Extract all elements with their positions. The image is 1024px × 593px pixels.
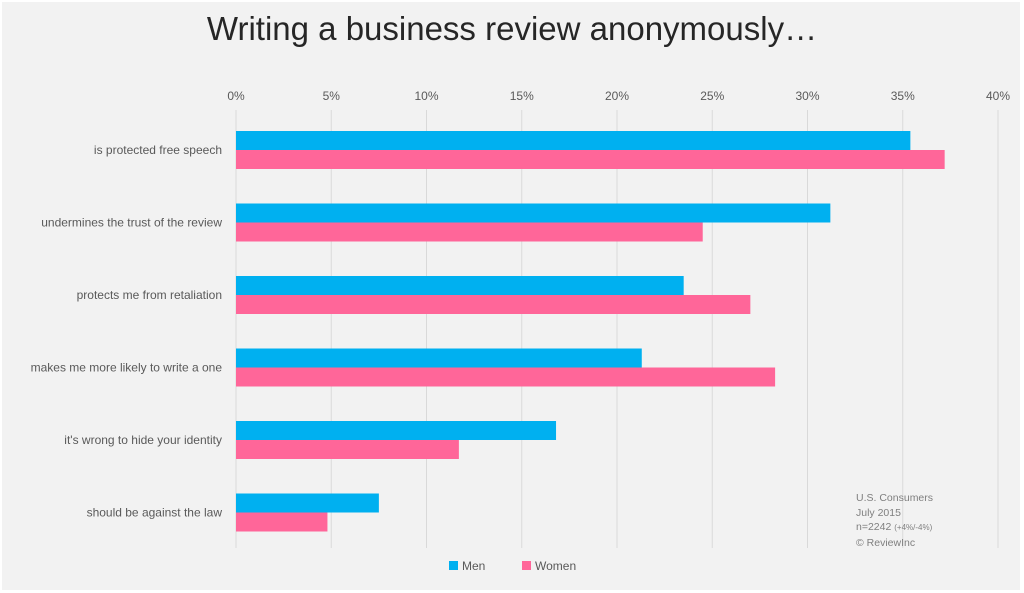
x-tick-label: 10% [414, 89, 438, 103]
note-line-2: July 2015 [856, 506, 901, 519]
bar-women [236, 150, 945, 169]
bar-men [236, 421, 557, 440]
x-tick-label: 15% [510, 89, 534, 103]
note-margin: (+4%/-4%) [894, 523, 933, 532]
x-tick-label: 5% [323, 89, 341, 103]
category-label: should be against the law [87, 506, 223, 520]
legend-label-women: Women [535, 559, 576, 573]
bar-men [236, 493, 379, 513]
x-tick-label: 40% [986, 89, 1010, 103]
bar-women [236, 222, 703, 242]
bar-men [236, 276, 684, 295]
legend-swatch-men [449, 561, 458, 570]
category-label: is protected free speech [94, 143, 222, 157]
bar-men [236, 131, 911, 150]
bar-women [236, 440, 459, 459]
bar-men [236, 203, 831, 223]
legend-label-men: Men [462, 559, 485, 573]
bar-women [236, 367, 776, 387]
category-label: it's wrong to hide your identity [64, 433, 222, 447]
category-label: undermines the trust of the review [41, 216, 222, 230]
legend-swatch-women [522, 561, 531, 570]
note-line-1: U.S. Consumers [856, 492, 934, 504]
bar-women [236, 295, 751, 314]
x-tick-label: 20% [605, 89, 629, 103]
x-tick-label: 30% [795, 89, 819, 103]
category-label: makes me more likely to write a one [31, 361, 223, 375]
note-line-3: n=2242 (+4%/-4%) [856, 520, 933, 536]
bar-women [236, 512, 328, 532]
chart-title: Writing a business review anonymously… [206, 10, 818, 47]
bar-men [236, 348, 642, 368]
note-sample: n=2242 [856, 521, 892, 533]
x-tick-label: 25% [700, 89, 724, 103]
x-tick-label: 35% [891, 89, 915, 103]
category-label: protects me from retaliation [77, 288, 222, 302]
source-note: U.S. Consumers July 2015 n=2242 (+4%/-4%… [856, 491, 933, 550]
x-tick-label: 0% [227, 89, 245, 103]
note-line-4: © ReviewInc [856, 536, 916, 549]
